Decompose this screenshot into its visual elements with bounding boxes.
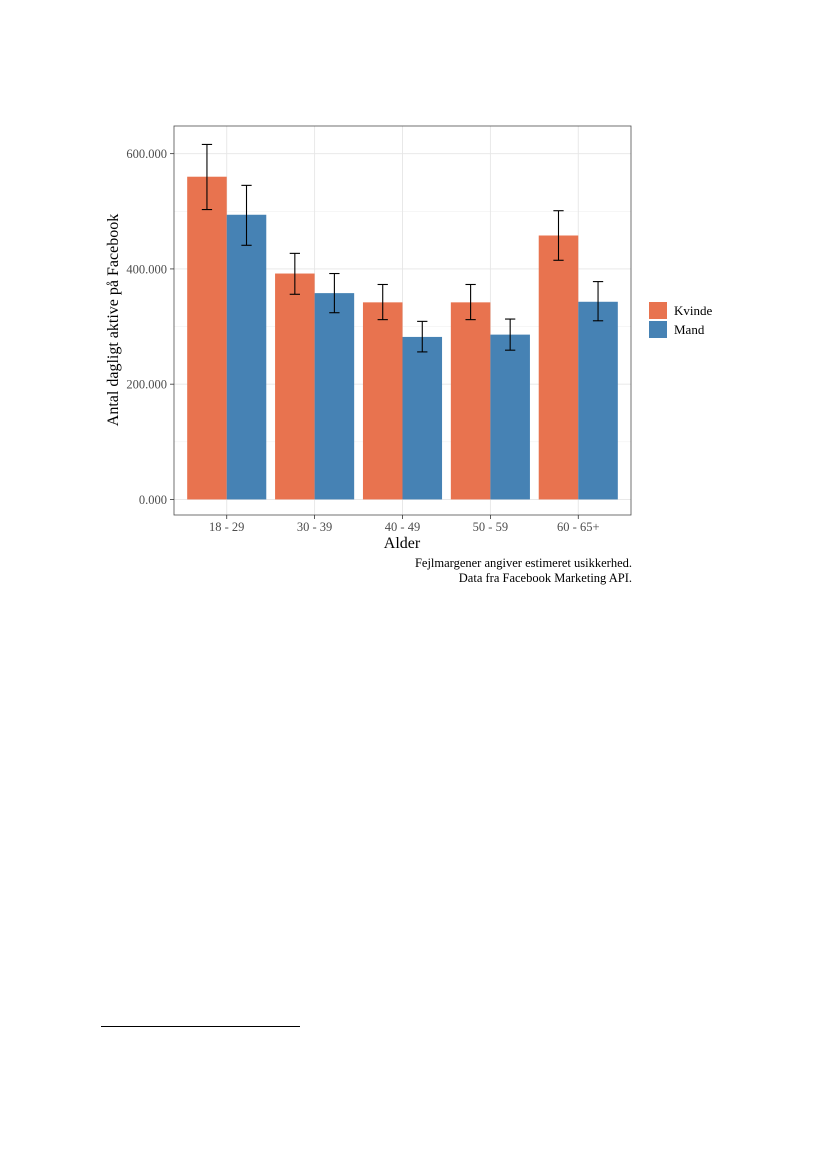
bar-kvinde-4 [450, 302, 491, 500]
caption-uncertainty: Fejlmargener angiver estimeret usikkerhe… [414, 556, 632, 570]
bar-kvinde-1 [187, 176, 227, 500]
caption-source: Data fra Facebook Marketing API. [458, 571, 632, 585]
legend-item-mand: Mand [649, 321, 705, 338]
error-bar-mand-5 [592, 281, 604, 322]
bars [187, 176, 618, 500]
y-tick-label: 0.000 [139, 493, 167, 507]
legend-swatch [649, 321, 667, 338]
legend-label: Mand [674, 322, 705, 337]
y-tick-label: 400.000 [126, 262, 167, 276]
bar-mand-5 [578, 301, 618, 500]
x-tick-label: 50 - 59 [473, 520, 508, 534]
bar-kvinde-3 [362, 302, 403, 500]
y-tick-label: 600.000 [126, 147, 167, 161]
y-axis-label: Antal dagligt aktive på Facebook [105, 214, 122, 426]
bar-kvinde-5 [538, 235, 579, 500]
legend-item-kvinde: Kvinde [649, 302, 713, 319]
bar-chart: 0.000 200.000 400.000 600.000 18 - 29 30 - 3… [105, 125, 713, 552]
bar-mand-3 [402, 336, 443, 500]
error-bar-kvinde-1 [201, 143, 213, 211]
error-bar-mand-4 [505, 318, 516, 351]
bar-mand-1 [226, 214, 267, 500]
bar-mand-2 [314, 293, 355, 500]
x-axis-label: Alder [384, 535, 421, 552]
y-axis-ticks: 0.000 200.000 400.000 600.000 [126, 147, 174, 507]
error-bar-kvinde-5 [553, 210, 564, 261]
error-bars [201, 143, 604, 353]
bar-mand-4 [490, 334, 530, 500]
error-bar-kvinde-3 [377, 283, 388, 321]
x-tick-label: 60 - 65+ [557, 520, 599, 534]
x-tick-label: 18 - 29 [209, 520, 244, 534]
legend-swatch [649, 302, 667, 319]
bar-kvinde-2 [275, 273, 315, 500]
legend: Kvinde Mand [649, 302, 713, 338]
error-bar-mand-2 [329, 272, 340, 314]
error-bar-kvinde-2 [289, 252, 300, 295]
error-bar-mand-3 [417, 320, 428, 353]
error-bar-mand-1 [241, 184, 252, 246]
error-bar-kvinde-4 [465, 283, 476, 321]
x-axis-ticks: 18 - 29 30 - 39 40 - 49 50 - 59 60 - 65+ [209, 515, 600, 534]
legend-label: Kvinde [674, 303, 713, 318]
y-tick-label: 200.000 [126, 378, 167, 392]
x-tick-label: 30 - 39 [297, 520, 332, 534]
x-tick-label: 40 - 49 [385, 520, 420, 534]
footnote-rule [101, 1026, 300, 1027]
